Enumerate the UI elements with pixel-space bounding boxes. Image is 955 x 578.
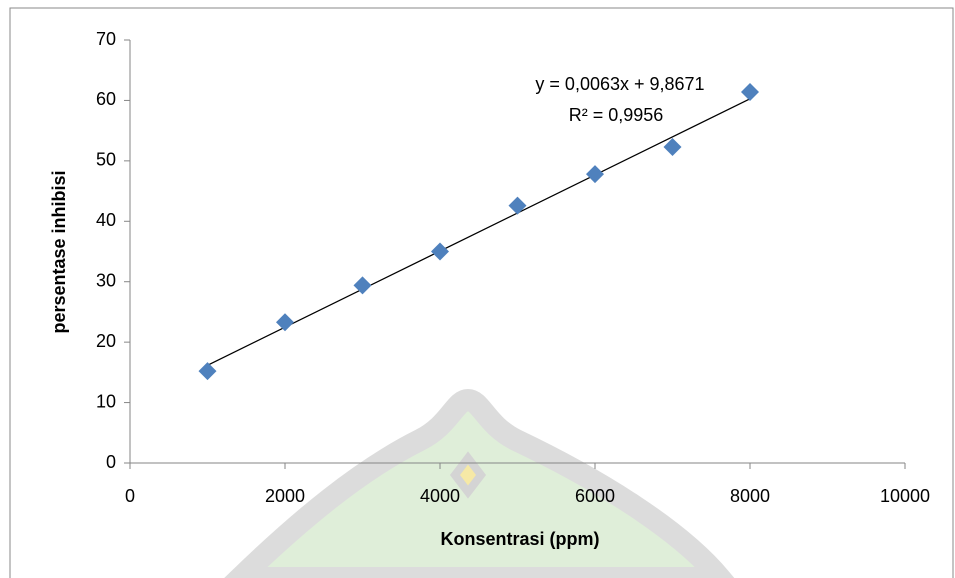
y-tick-label: 70 [96, 29, 116, 49]
y-tick-label: 50 [96, 150, 116, 170]
x-tick-label: 2000 [265, 486, 305, 506]
watermark-emblem [449, 451, 487, 499]
trendline [207, 98, 751, 366]
data-point [586, 165, 604, 184]
data-point [508, 196, 527, 215]
r-squared: R² = 0,9956 [569, 105, 664, 125]
x-tick-label: 0 [125, 486, 135, 506]
y-tick-label: 60 [96, 89, 116, 109]
x-tick-label: 4000 [420, 486, 460, 506]
x-axis-title: Konsentrasi (ppm) [440, 529, 599, 549]
y-tick-label: 10 [96, 391, 116, 411]
trendline-equation: y = 0,0063x + 9,8671 [535, 74, 704, 94]
x-tick-label: 10000 [880, 486, 930, 506]
data-point [431, 242, 449, 261]
x-tick-label: 6000 [575, 486, 615, 506]
y-tick-label: 30 [96, 270, 116, 290]
data-point [741, 82, 759, 101]
x-tick-label: 8000 [730, 486, 770, 506]
y-tick-label: 0 [106, 452, 116, 472]
y-axis-title: persentase inhibisi [49, 170, 69, 333]
chart-border [9, 7, 954, 578]
data-point [663, 137, 682, 156]
y-tick-label: 40 [96, 210, 116, 230]
data-point [276, 313, 294, 332]
data-point [198, 362, 217, 381]
y-tick-label: 20 [96, 331, 116, 351]
watermark [224, 388, 735, 578]
data-point [353, 276, 372, 295]
